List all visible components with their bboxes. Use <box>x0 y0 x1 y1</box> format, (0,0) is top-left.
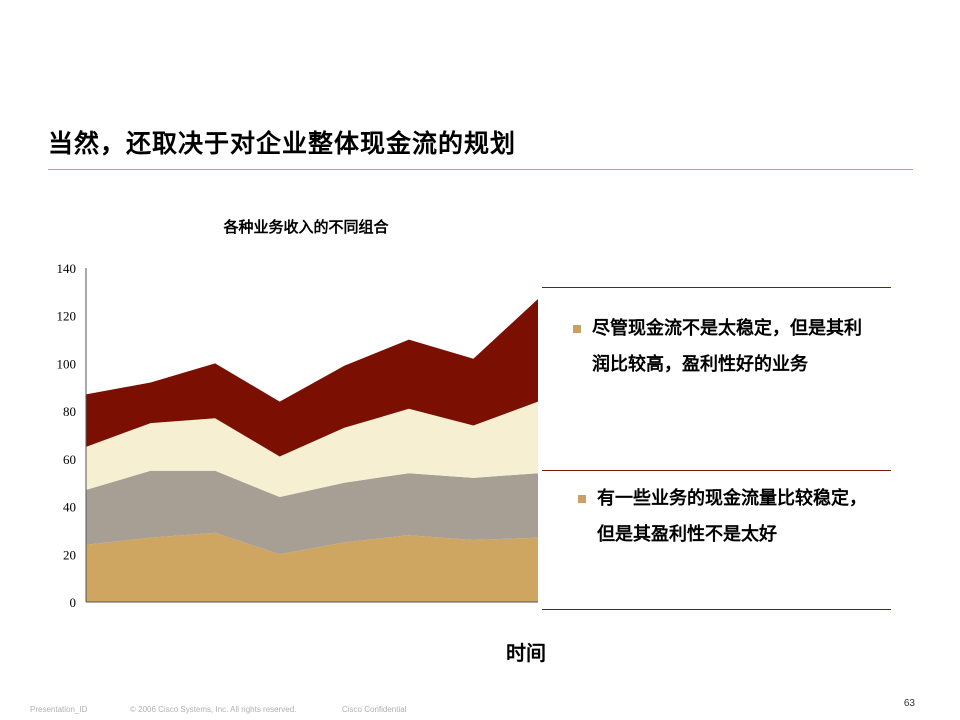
callout-divider-top <box>542 287 891 288</box>
callout-stable-cashflow: 有一些业务的现金流量比较稳定，但是其盈利性不是太好 <box>578 481 869 553</box>
page-number: 63 <box>903 698 915 709</box>
x-axis-label: 时间 <box>506 641 546 665</box>
footer-copyright: © 2006 Cisco Systems, Inc. All rights re… <box>130 705 297 714</box>
y-tick-label: 100 <box>57 356 77 371</box>
y-tick-labels: 0 20 40 60 80 100 120 140 <box>57 261 77 610</box>
footer-presentation-id: Presentation_ID <box>30 705 88 714</box>
callout-divider-middle <box>542 470 891 471</box>
slide-title: 当然，还取决于对企业整体现金流的规划 <box>48 129 517 158</box>
area-series-4 <box>86 299 538 457</box>
bullet-icon <box>573 325 581 333</box>
area-series-2 <box>86 470 538 555</box>
y-tick-label: 0 <box>70 595 77 610</box>
footer-confidential: Cisco Confidential <box>342 705 407 714</box>
area-series-1 <box>86 532 538 602</box>
y-tick-label: 140 <box>57 261 77 276</box>
y-tick-label: 80 <box>63 404 76 419</box>
bullet-icon <box>578 495 586 503</box>
callout-text: 有一些业务的现金流量比较稳定，但是其盈利性不是太好 <box>597 488 867 545</box>
callout-high-profit: 尽管现金流不是太稳定，但是其利润比较高，盈利性好的业务 <box>573 311 872 383</box>
y-tick-label: 40 <box>63 500 76 515</box>
area-series-3 <box>86 401 538 497</box>
title-divider <box>48 169 913 170</box>
callout-text: 尽管现金流不是太稳定，但是其利润比较高，盈利性好的业务 <box>592 318 862 375</box>
area-series-group <box>86 299 538 602</box>
y-tick-label: 20 <box>63 547 76 562</box>
chart-title: 各种业务收入的不同组合 <box>222 218 389 236</box>
y-tick-label: 120 <box>57 309 77 324</box>
callout-divider-bottom <box>542 609 891 610</box>
y-tick-label: 60 <box>63 452 76 467</box>
